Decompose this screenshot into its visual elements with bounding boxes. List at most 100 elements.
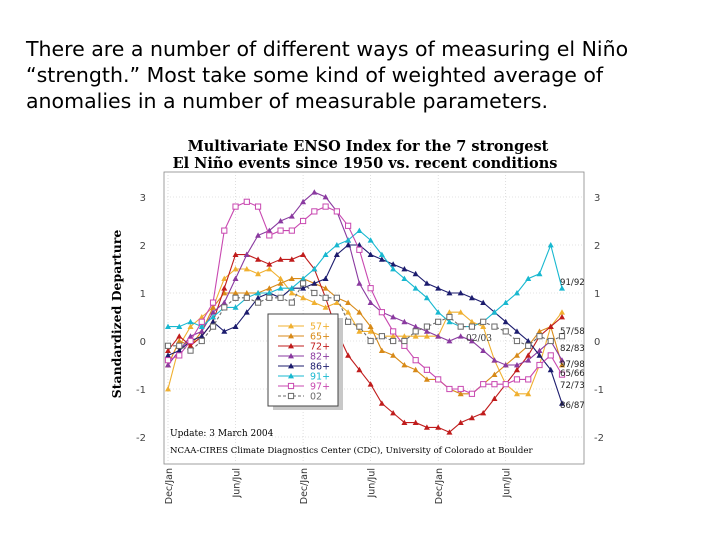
x-tick-2: Dec/Jan [299, 468, 310, 504]
x-ticks: Dec/Jan Jun/Jul Dec/Jan Jun/Jul Dec/Jan Jun/J… [164, 468, 513, 504]
point-91-92-24 [435, 309, 442, 315]
point-57-58-2 [187, 323, 194, 329]
point-57-58-18 [367, 328, 374, 334]
point-97-98-12 [299, 217, 307, 225]
point-72-73-28 [480, 410, 487, 416]
point-82-83-35 [559, 357, 565, 363]
point-65-66-33 [536, 328, 543, 334]
point-82-83-22 [412, 323, 419, 329]
point-72-73-10 [277, 256, 284, 262]
legend-label-6: 97+ [310, 382, 330, 393]
point-86-87-30 [502, 318, 509, 325]
point-91-92-15 [333, 242, 340, 248]
point-97-98-29 [491, 381, 498, 388]
series-line-91-92 [168, 229, 563, 328]
legend-items: 57+65+72+82+86+91+97+02 [278, 322, 330, 403]
point-72-73-9 [266, 261, 273, 267]
point-57-58-31 [513, 390, 520, 397]
legend-marker-4 [288, 363, 294, 369]
point-86-87-32 [525, 338, 532, 344]
legend-marker-5 [288, 373, 294, 379]
point-82-83-21 [401, 318, 408, 325]
point-57-58-6 [232, 266, 239, 272]
slide-text-line-1: There are a number of different ways of … [26, 37, 629, 61]
point-72-73-17 [356, 366, 363, 373]
point-91-92-33 [536, 270, 543, 277]
legend: 57+65+72+82+86+91+97+02 [267, 313, 343, 410]
point-86-87-18 [367, 251, 374, 257]
point-57-58-8 [255, 270, 262, 277]
point-02-03-12 [299, 280, 307, 287]
series-02-03 [164, 280, 566, 354]
point-82-83-18 [367, 299, 374, 305]
point-57-58-11 [288, 290, 295, 296]
point-97-98-0 [164, 357, 172, 364]
point-72-73-5 [221, 285, 228, 291]
point-91-92-0 [165, 323, 171, 329]
point-65-66-26 [457, 390, 464, 397]
point-97-98-9 [266, 232, 273, 239]
update-note: Update: 3 March 2004 [170, 429, 274, 439]
point-65-66-16 [345, 299, 352, 305]
point-97-98-35 [558, 371, 566, 378]
point-97-98-18 [367, 285, 374, 292]
point-82-83-27 [468, 338, 475, 344]
point-72-73-29 [491, 395, 498, 401]
point-91-92-19 [378, 251, 385, 257]
point-91-92-17 [356, 227, 363, 233]
point-02-03-24 [435, 318, 442, 325]
chart-title-line-2: El Niño events since 1950 vs. recent con… [173, 155, 558, 172]
point-86-87-1 [176, 347, 183, 353]
point-86-87-14 [322, 275, 329, 281]
point-82-83-17 [356, 280, 363, 286]
point-02-03-18 [367, 337, 374, 345]
point-86-87-33 [536, 352, 543, 358]
point-72-73-31 [513, 366, 520, 373]
series-72-73 [165, 251, 565, 435]
point-72-73-0 [165, 347, 171, 353]
point-97-98-13 [311, 208, 318, 215]
point-02-03-27 [468, 323, 476, 330]
point-91-92-13 [311, 266, 318, 272]
legend-item-82p: 82+ [278, 352, 330, 363]
legend-label-1: 65+ [310, 332, 330, 343]
point-91-92-21 [401, 275, 408, 281]
point-86-87-28 [480, 299, 487, 305]
point-97-98-30 [502, 381, 509, 388]
point-65-66-6 [232, 290, 239, 296]
point-57-58-17 [356, 328, 363, 334]
point-82-83-10 [277, 218, 284, 224]
point-02-03-26 [457, 323, 464, 330]
y-tick-left-3: 0 [140, 337, 146, 348]
y-tick-right-4: -1 [594, 385, 604, 396]
point-65-66-10 [277, 280, 284, 286]
point-91-92-20 [390, 266, 397, 272]
point-72-73-20 [390, 410, 397, 416]
point-57-58-10 [277, 275, 284, 281]
chart-title-line-1: Multivariate ENSO Index for the 7 strong… [188, 138, 549, 155]
point-86-87-20 [390, 261, 397, 267]
legend-marker-2 [288, 343, 294, 349]
point-91-92-6 [232, 304, 239, 310]
legend-item-86p: 86+ [278, 362, 330, 373]
point-82-83-7 [243, 251, 250, 257]
point-72-73-18 [367, 381, 374, 387]
point-72-73-32 [525, 352, 532, 358]
y-tick-left-1: 2 [140, 241, 146, 252]
point-97-98-5 [221, 227, 228, 234]
legend-marker-1 [288, 333, 294, 339]
point-82-83-25 [446, 338, 453, 344]
point-97-98-15 [333, 208, 340, 215]
point-65-66-21 [401, 362, 408, 368]
point-65-66-20 [390, 352, 397, 358]
point-65-66-35 [559, 362, 565, 368]
point-91-92-9 [266, 290, 273, 296]
point-02-03-28 [480, 318, 487, 325]
point-91-92-18 [367, 237, 374, 243]
point-02-03-7 [243, 294, 250, 301]
legend-label-2: 72+ [310, 342, 330, 353]
point-72-73-23 [423, 424, 430, 430]
point-91-92-4 [210, 314, 217, 320]
slide-text-line-2: “strength.” Most take some kind of weigh… [26, 63, 604, 87]
point-97-98-26 [457, 385, 464, 393]
